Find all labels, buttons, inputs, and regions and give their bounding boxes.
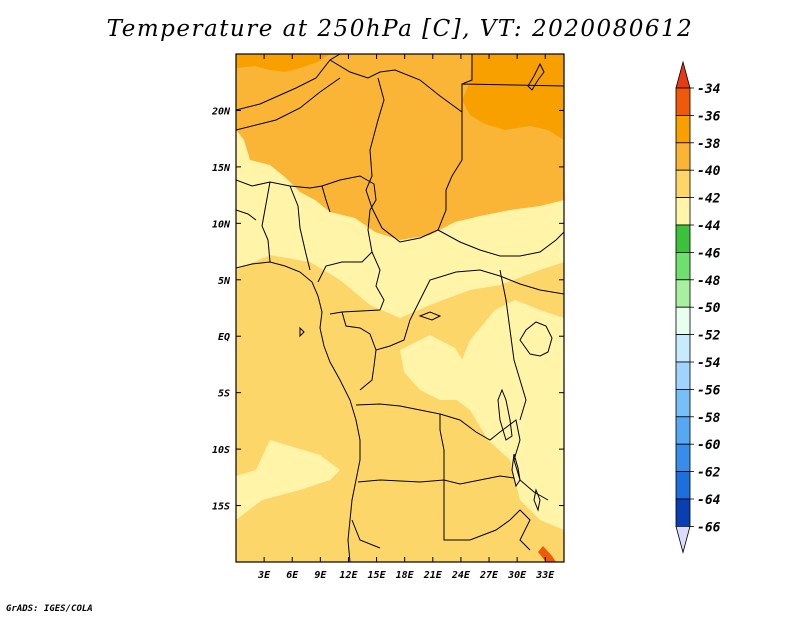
colorbar-swatch: [675, 224, 691, 253]
colorbar-swatch: [675, 498, 691, 527]
west-coastline: [236, 261, 361, 562]
west-africa-borders: [236, 175, 377, 271]
lon-tick-label: 18E: [396, 570, 415, 581]
colorbar-label: -62: [697, 466, 721, 481]
lat-tick-label: 15N: [212, 163, 231, 174]
southern-borders: [351, 269, 549, 551]
colorbar-swatch: [675, 142, 691, 171]
lat-tick-label: 20N: [211, 106, 231, 117]
colorbar-label: -58: [697, 411, 721, 426]
colorbar-label: -66: [697, 520, 721, 535]
colorbar-swatch: [675, 87, 691, 116]
colorbar-label: -46: [697, 246, 721, 261]
lon-tick-label: 33E: [535, 570, 555, 581]
lon-tick-label: 27E: [479, 570, 499, 581]
island-feature: [299, 62, 545, 338]
colorbar-swatch: [675, 251, 691, 281]
colorbar-label: -54: [697, 356, 721, 371]
lon-tick-label: 24E: [451, 570, 471, 581]
lon-tick-label: 15E: [368, 570, 387, 581]
lon-tick-label: 21E: [423, 570, 443, 581]
colorbar-label: -48: [697, 274, 721, 289]
northern-borders: [236, 54, 564, 243]
colorbar-label: -36: [697, 109, 721, 124]
colorbar: -34 -36 -38 -40 -42 -44 -46 -48 -50 -52 -54 -56 -58 -…: [675, 60, 721, 554]
colorbar-top-arrow: [675, 60, 691, 89]
colorbar-label: -64: [697, 493, 721, 508]
band-minus-34: [538, 546, 556, 562]
lon-tick-label: 12E: [339, 570, 358, 581]
east-lakes: [497, 321, 553, 512]
central-borders: [317, 209, 564, 391]
lon-tick-label: 6E: [286, 570, 299, 581]
lon-tick-label: 9E: [314, 570, 327, 581]
colorbar-label: -34: [697, 82, 721, 97]
lat-tick-label: 5N: [218, 276, 231, 287]
colorbar-swatch: [675, 471, 691, 500]
colorbar-swatch: [675, 279, 691, 308]
colorbar-label: -56: [697, 383, 721, 398]
colorbar-swatch: [675, 361, 691, 390]
colorbar-label: -60: [697, 438, 721, 453]
temperature-field: [236, 54, 564, 562]
colorbar-label: -42: [697, 192, 721, 207]
lat-tick-label: 10S: [212, 445, 230, 456]
band-minus-42-pocket: [400, 335, 470, 400]
colorbar-label: -52: [697, 329, 721, 344]
colorbar-swatch: [675, 443, 691, 473]
band-minus-42-north: [236, 175, 260, 270]
colorbar-swatch: [675, 115, 691, 144]
colorbar-label: -40: [697, 164, 721, 179]
lon-tick-label: 3E: [257, 570, 271, 581]
colorbar-bottom-arrow: [675, 526, 691, 554]
map-frame: [235, 53, 565, 563]
colorbar-label: -38: [697, 137, 721, 152]
lat-tick-label: 5S: [218, 389, 230, 400]
colorbar-swatch: [675, 416, 691, 445]
band-minus-36-west: [236, 54, 330, 72]
map-title: Temperature at 250hPa [C], VT: 202008061…: [106, 16, 694, 42]
lat-tick-label: EQ: [218, 332, 230, 343]
lon-tick-label: 30E: [507, 570, 527, 581]
colorbar-swatch: [675, 169, 691, 198]
band-minus-36: [462, 54, 564, 140]
grads-credit: GrADS: IGES/COLA: [6, 604, 93, 614]
latitude-axis: 20N 15N 10N 5N EQ 5S 10S 15S: [211, 106, 564, 513]
lat-tick-label: 10N: [212, 219, 231, 230]
colorbar-label: -44: [697, 219, 721, 234]
colorbar-swatch: [675, 334, 691, 363]
longitude-axis: 3E 6E 9E 12E 15E 18E 21E 24E 27E 30E 33E: [257, 54, 555, 581]
coastlines-borders: [236, 54, 564, 562]
colorbar-swatch: [675, 388, 691, 418]
colorbar-swatch: [675, 306, 691, 336]
lat-tick-label: 15S: [212, 502, 230, 513]
colorbar-label: -50: [697, 301, 721, 316]
colorbar-swatch: [675, 197, 691, 226]
